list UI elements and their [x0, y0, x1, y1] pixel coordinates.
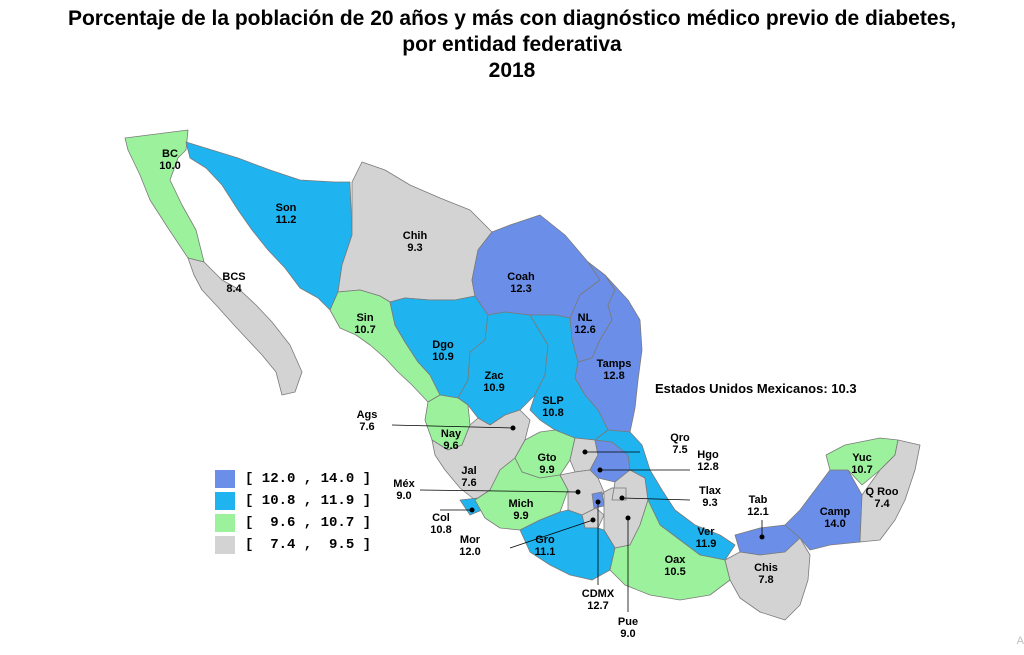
label-yuc: Yuc 10.7: [851, 452, 872, 476]
leader-ags: [391, 424, 514, 429]
state-qroo: [859, 439, 921, 543]
national-average: Estados Unidos Mexicanos: 10.3: [655, 381, 857, 396]
dot-tlax: [619, 495, 625, 501]
label-bc: BC 10.0: [159, 148, 180, 172]
legend-item: [ 7.4 , 9.5 ]: [215, 534, 371, 556]
label-jal: Jal 7.6: [461, 465, 476, 489]
legend-item: [ 10.8 , 11.9 ]: [215, 490, 371, 512]
dot-hgo: [597, 467, 603, 473]
label-gro: Gro 11.1: [535, 534, 556, 558]
leader-mex: [419, 489, 579, 493]
legend-range: [ 9.6 , 10.7 ]: [245, 515, 372, 531]
dot-mex: [575, 489, 581, 495]
leader-mor: [509, 519, 594, 549]
legend-range: [ 12.0 , 14.0 ]: [245, 471, 372, 487]
state-son: [185, 141, 353, 311]
dot-ags: [510, 425, 516, 431]
label-col: Col 10.8: [430, 512, 451, 536]
dot-cdmx: [595, 499, 601, 505]
label-son: Son 11.2: [276, 202, 297, 226]
label-gto: Gto 9.9: [538, 452, 557, 476]
state-gro: [519, 509, 616, 581]
label-oax: Oax 10.5: [664, 554, 686, 578]
label-tamps: Tamps 12.8: [597, 358, 632, 382]
label-cdmx: CDMX 12.7: [582, 588, 615, 612]
dot-mor: [590, 517, 596, 523]
state-jal: [431, 409, 531, 501]
label-camp: Camp 14.0: [820, 506, 851, 530]
label-qroo: Q Roo 7.4: [866, 486, 899, 510]
label-sin: Sin 10.7: [354, 312, 375, 336]
dot-qro: [582, 449, 588, 455]
label-pue: Pue 9.0: [618, 616, 638, 640]
label-qro: Qro 7.5: [670, 432, 690, 456]
label-hgo: Hgo 12.8: [697, 449, 719, 473]
map-title: Porcentaje de la población de 20 años y …: [0, 6, 1024, 84]
legend-range: [ 7.4 , 9.5 ]: [245, 537, 372, 553]
title-line-2: por entidad federativa: [402, 33, 622, 56]
label-coah: Coah 12.3: [507, 271, 535, 295]
leader-tlax: [621, 497, 691, 501]
legend: [ 12.0 , 14.0 ] [ 10.8 , 11.9 ] [ 9.6 , …: [215, 468, 371, 556]
label-tlax: Tlax 9.3: [699, 485, 722, 509]
legend-range: [ 10.8 , 11.9 ]: [245, 493, 372, 509]
label-mex: Méx 9.0: [393, 478, 415, 502]
dot-tab: [759, 534, 765, 540]
legend-swatch: [215, 492, 235, 510]
corner-text: A: [1016, 635, 1024, 647]
state-bc: [124, 129, 205, 263]
label-mich: Mich 9.9: [508, 498, 533, 522]
legend-swatch: [215, 536, 235, 554]
label-chih: Chih 9.3: [403, 230, 428, 254]
label-mor: Mor 12.0: [459, 534, 481, 558]
label-ver: Ver 11.9: [696, 526, 717, 550]
state-chis: [724, 537, 811, 621]
label-slp: SLP 10.8: [542, 395, 563, 419]
title-line-3: 2018: [488, 59, 536, 82]
state-bcs: [187, 257, 303, 396]
dot-pue: [625, 515, 631, 521]
label-ags: Ags 7.6: [357, 409, 378, 433]
label-dgo: Dgo 10.9: [432, 339, 454, 363]
legend-item: [ 12.0 , 14.0 ]: [215, 468, 371, 490]
label-tab: Tab 12.1: [747, 494, 768, 518]
legend-swatch: [215, 514, 235, 532]
label-nay: Nay 9.6: [441, 428, 462, 452]
label-bcs: BCS 8.4: [222, 271, 245, 295]
label-zac: Zac 10.9: [483, 370, 504, 394]
legend-swatch: [215, 470, 235, 488]
label-chis: Chis 7.8: [754, 562, 778, 586]
title-line-1: Porcentaje de la población de 20 años y …: [67, 7, 957, 30]
label-nl: NL 12.6: [574, 312, 595, 336]
legend-item: [ 9.6 , 10.7 ]: [215, 512, 371, 534]
dot-col: [469, 507, 475, 513]
